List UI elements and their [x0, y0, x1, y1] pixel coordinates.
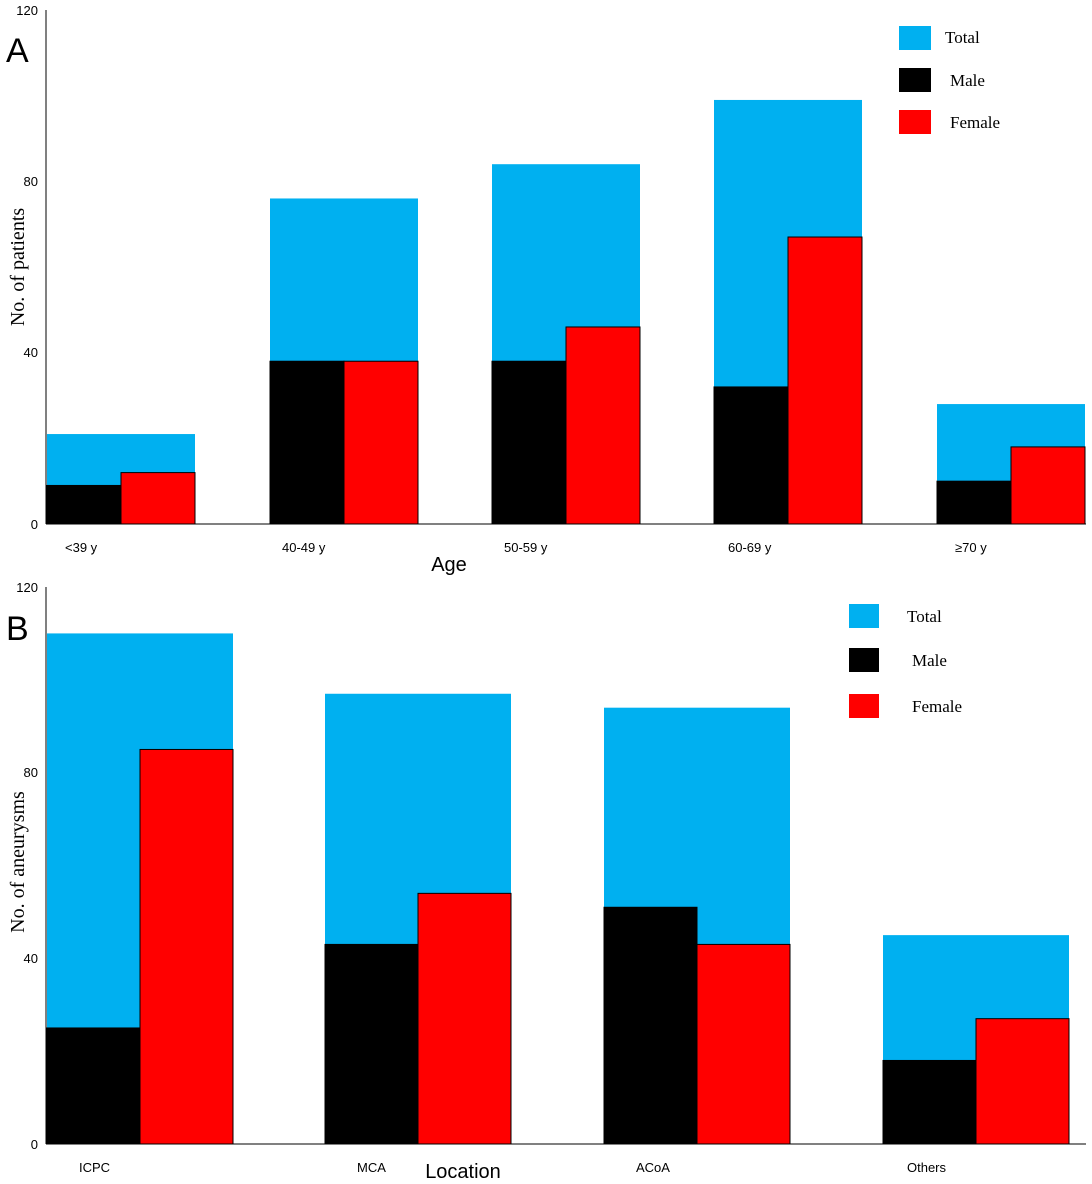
- panel-a-category-label-70-y: ≥70 y: [955, 540, 987, 555]
- panel-a: A 0 40 80 120 <39 y 40-49 y 50-59 y 60-69 y…: [6, 3, 1086, 576]
- panel-a-legend-swatch-male: [899, 68, 931, 92]
- panel-a-legend-male: Male: [950, 71, 985, 90]
- panel-a-category-label-60-69-y: 60-69 y: [728, 540, 772, 555]
- panel-a-bars: [46, 99, 1086, 525]
- panel-a-bar-female-60-69-y: [787, 236, 863, 525]
- panel-b-bar-male-acoa: [603, 906, 698, 1145]
- panel-a-legend-swatch-female: [899, 110, 931, 134]
- panel-b-x-axis-title: Location: [425, 1161, 501, 1183]
- panel-a-legend-total: Total: [945, 28, 980, 47]
- panel-a-ytick-40: 40: [24, 345, 38, 360]
- panel-a-category-label-40-49-y: 40-49 y: [282, 540, 326, 555]
- panel-b-category-labels: ICPC MCA ACoA Others: [79, 1160, 947, 1175]
- panel-b-bar-female-others: [975, 1018, 1070, 1145]
- panel-a-bar-female-70-y: [1010, 446, 1086, 525]
- panel-a-bar-male-60-69-y: [713, 386, 789, 525]
- panel-a-bar-female-40-49-y: [343, 360, 419, 525]
- panel-b-letter: B: [6, 610, 29, 648]
- panel-a-category-labels: <39 y 40-49 y 50-59 y 60-69 y ≥70 y: [65, 540, 987, 555]
- panel-a-ytick-80: 80: [24, 174, 38, 189]
- panel-b: B 0 40 80 120 ICPC MCA ACoA Others Location…: [6, 580, 1086, 1183]
- panel-a-category-label-50-59-y: 50-59 y: [504, 540, 548, 555]
- panel-a-ytick-0: 0: [31, 517, 38, 532]
- panel-a-bar-male-70-y: [936, 480, 1012, 525]
- panel-b-bars: [46, 633, 1070, 1145]
- panel-b-legend-swatch-total: [849, 604, 879, 628]
- panel-b-category-label-acoa: ACoA: [636, 1160, 670, 1175]
- panel-b-legend-swatch-male: [849, 648, 879, 672]
- panel-b-bar-male-icpc: [46, 1027, 141, 1145]
- panel-b-category-label-icpc: ICPC: [79, 1160, 110, 1175]
- panel-b-ytick-80: 80: [24, 765, 38, 780]
- panel-b-category-label-mca: MCA: [357, 1160, 386, 1175]
- panel-a-bar-female-39-y: [120, 472, 196, 525]
- panel-b-bar-female-acoa: [696, 943, 791, 1145]
- panel-b-legend-male: Male: [912, 651, 947, 670]
- panel-b-category-label-others: Others: [907, 1160, 947, 1175]
- panel-a-legend: Total Male Female: [899, 26, 1000, 134]
- panel-a-y-axis-title: No. of patients: [7, 208, 29, 327]
- panel-a-x-axis-title: Age: [431, 554, 467, 576]
- panel-a-y-ticks: 0 40 80 120: [16, 3, 38, 532]
- panel-b-ytick-40: 40: [24, 951, 38, 966]
- panel-b-bar-male-others: [882, 1059, 977, 1145]
- panel-a-ytick-120: 120: [16, 3, 38, 18]
- panel-b-legend-swatch-female: [849, 694, 879, 718]
- panel-b-legend-total: Total: [907, 607, 942, 626]
- panel-b-legend: Total Male Female: [849, 604, 962, 718]
- panel-b-legend-female: Female: [912, 697, 962, 716]
- panel-a-bar-male-39-y: [46, 484, 122, 525]
- panel-a-legend-swatch-total: [899, 26, 931, 50]
- panel-a-bar-female-50-59-y: [565, 326, 641, 525]
- panel-b-bar-female-mca: [417, 892, 512, 1145]
- panel-a-bar-male-40-49-y: [269, 360, 345, 525]
- panel-b-y-axis-title: No. of aneurysms: [7, 791, 29, 933]
- panel-b-y-ticks: 0 40 80 120: [16, 580, 38, 1152]
- panel-b-ytick-120: 120: [16, 580, 38, 595]
- panel-a-bar-male-50-59-y: [491, 360, 567, 525]
- panel-b-ytick-0: 0: [31, 1137, 38, 1152]
- panel-b-bar-female-icpc: [139, 748, 234, 1145]
- panel-a-category-label-39-y: <39 y: [65, 540, 98, 555]
- panel-a-letter: A: [6, 32, 29, 70]
- panel-a-legend-female: Female: [950, 113, 1000, 132]
- panel-b-bar-male-mca: [324, 943, 419, 1145]
